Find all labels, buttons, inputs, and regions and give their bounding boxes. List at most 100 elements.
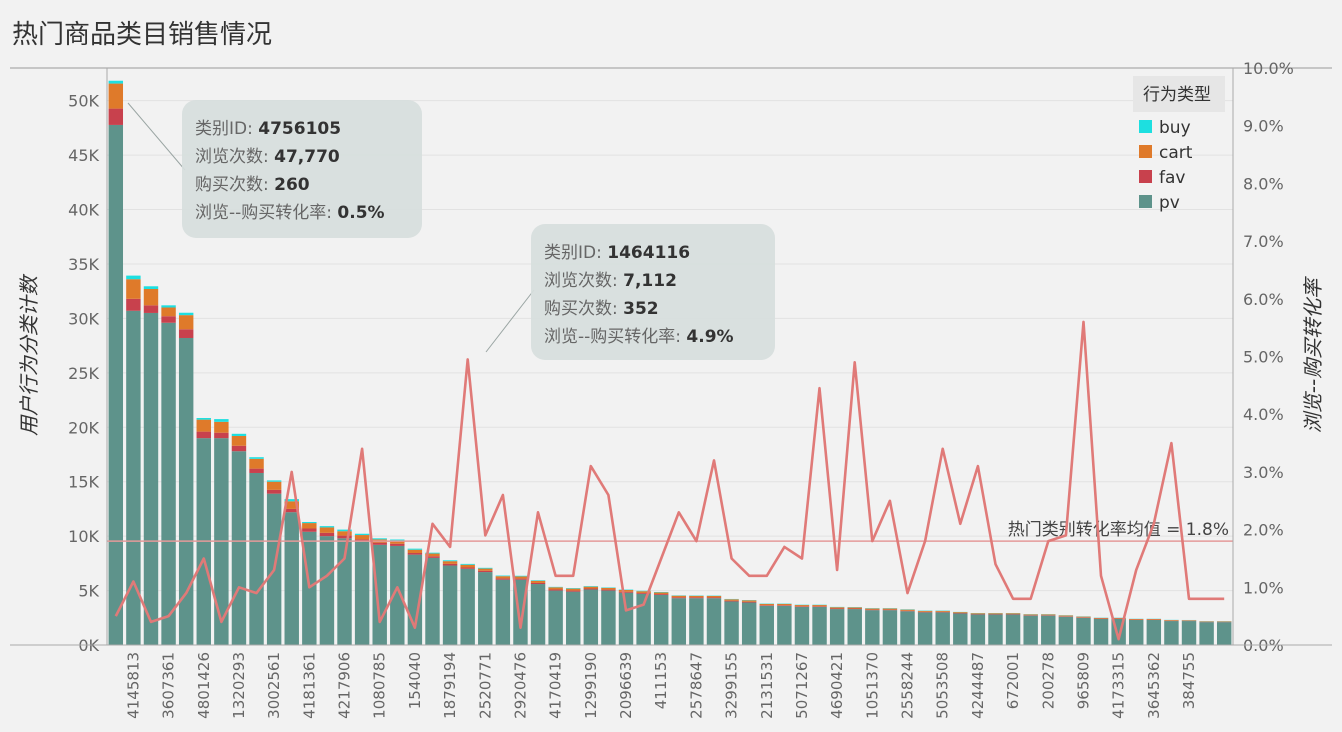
bar-segment-pv[interactable] <box>935 612 950 645</box>
bar-segment-buy[interactable] <box>266 480 282 482</box>
bar-segment-pv[interactable] <box>390 545 405 645</box>
bar-segment-pv[interactable] <box>724 601 739 645</box>
bar-segment-cart[interactable] <box>1181 620 1197 621</box>
bar-segment-pv[interactable] <box>161 322 176 645</box>
bar-segment-pv[interactable] <box>108 124 124 645</box>
bar-segment-cart[interactable] <box>425 553 440 557</box>
bar-segment-fav[interactable] <box>671 597 687 599</box>
bar-segment-fav[interactable] <box>460 567 475 569</box>
bar-segment-pv[interactable] <box>812 606 827 645</box>
bar-segment-pv[interactable] <box>1181 621 1197 645</box>
bar-segment-fav[interactable] <box>442 563 458 566</box>
bar-segment-buy[interactable] <box>126 275 141 280</box>
bar-segment-buy[interactable] <box>143 286 159 289</box>
bar-segment-fav[interactable] <box>108 108 124 125</box>
bar-segment-cart[interactable] <box>495 576 511 579</box>
bar-segment-cart[interactable] <box>1146 618 1162 620</box>
legend-label-fav[interactable]: fav <box>1159 168 1185 188</box>
legend[interactable]: 行为类型 buy cart fav pv <box>1133 76 1225 213</box>
bar-segment-cart[interactable] <box>249 458 264 469</box>
bar-segment-pv[interactable] <box>249 472 264 645</box>
bar-segment-pv[interactable] <box>689 598 704 645</box>
bar-segment-pv[interactable] <box>865 610 880 645</box>
bar-segment-buy[interactable] <box>425 552 440 554</box>
bar-segment-fav[interactable] <box>478 570 493 573</box>
bar-segment-pv[interactable] <box>1058 616 1074 645</box>
bar-segment-fav[interactable] <box>284 508 299 513</box>
bar-segment-fav[interactable] <box>390 543 405 546</box>
bar-segment-buy[interactable] <box>302 521 317 524</box>
bar-segment-cart[interactable] <box>266 481 282 490</box>
bar-segment-fav[interactable] <box>196 431 211 439</box>
bar-segment-fav[interactable] <box>372 542 387 545</box>
bar-segment-fav[interactable] <box>266 489 282 494</box>
bar-segment-pv[interactable] <box>847 609 862 645</box>
bar-segment-pv[interactable] <box>759 605 774 645</box>
bar-segment-pv[interactable] <box>372 544 387 645</box>
bar-segment-cart[interactable] <box>953 612 968 613</box>
bar-segment-cart[interactable] <box>970 613 986 615</box>
bar-segment-buy[interactable] <box>284 499 299 502</box>
bar-segment-fav[interactable] <box>126 298 141 311</box>
bar-segment-cart[interactable] <box>231 435 247 446</box>
bar-segment-fav[interactable] <box>794 606 810 607</box>
bar-segment-cart[interactable] <box>337 531 352 536</box>
bar-segment-cart[interactable] <box>653 592 669 595</box>
bar-segment-cart[interactable] <box>302 523 317 529</box>
bar-segment-cart[interactable] <box>1076 616 1091 618</box>
bar-segment-pv[interactable] <box>1216 622 1232 645</box>
bar-segment-pv[interactable] <box>460 568 475 645</box>
bar-segment-pv[interactable] <box>601 590 616 645</box>
bar-segment-cart[interactable] <box>741 600 757 602</box>
bar-segment-buy[interactable] <box>319 526 335 528</box>
bar-segment-pv[interactable] <box>583 589 599 645</box>
bar-segment-buy[interactable] <box>178 312 194 316</box>
bar-segment-pv[interactable] <box>425 557 440 645</box>
bar-segment-cart[interactable] <box>1093 617 1109 619</box>
bar-segment-cart[interactable] <box>442 561 458 564</box>
legend-swatch-cart[interactable] <box>1139 145 1152 158</box>
legend-swatch-pv[interactable] <box>1139 195 1152 208</box>
bar-segment-cart[interactable] <box>882 608 898 610</box>
bar-segment-buy[interactable] <box>196 418 211 420</box>
bar-segment-fav[interactable] <box>495 578 511 580</box>
bar-segment-buy[interactable] <box>407 548 423 550</box>
bar-segment-cart[interactable] <box>161 307 176 317</box>
bar-segment-fav[interactable] <box>231 445 247 452</box>
bar-segment-cart[interactable] <box>1129 618 1144 620</box>
bar-segment-cart[interactable] <box>1164 620 1179 621</box>
bar-segment-cart[interactable] <box>759 603 774 606</box>
bar-segment-cart[interactable] <box>1023 614 1038 616</box>
bar-segment-cart[interactable] <box>548 587 563 590</box>
bar-segment-cart[interactable] <box>988 613 1003 615</box>
bar-segment-pv[interactable] <box>530 584 546 645</box>
bar-segment-cart[interactable] <box>812 605 827 607</box>
bar-segment-cart[interactable] <box>1041 614 1056 616</box>
legend-label-cart[interactable]: cart <box>1159 143 1193 163</box>
bar-segment-pv[interactable] <box>548 590 563 645</box>
bar-segment-cart[interactable] <box>284 501 299 509</box>
bar-segment-fav[interactable] <box>319 532 335 537</box>
bar-segment-cart[interactable] <box>460 564 475 568</box>
bar-segment-cart[interactable] <box>1058 615 1074 617</box>
bar-segment-buy[interactable] <box>372 538 387 540</box>
bar-segment-cart[interactable] <box>917 610 933 612</box>
bar-segment-cart[interactable] <box>1111 617 1126 619</box>
bar-segment-buy[interactable] <box>478 567 493 569</box>
bar-segment-pv[interactable] <box>988 614 1003 645</box>
bar-segment-cart[interactable] <box>865 608 880 610</box>
bar-segment-pv[interactable] <box>618 592 634 645</box>
bar-segment-cart[interactable] <box>706 595 722 598</box>
bar-segment-fav[interactable] <box>829 608 845 610</box>
bar-segment-pv[interactable] <box>337 538 352 645</box>
bar-segment-pv[interactable] <box>178 337 194 645</box>
bar-segment-cart[interactable] <box>900 609 915 611</box>
bar-segment-fav[interactable] <box>759 605 774 606</box>
bar-segment-pv[interactable] <box>741 602 757 645</box>
bar-segment-cart[interactable] <box>530 580 546 583</box>
bar-segment-pv[interactable] <box>1023 615 1038 645</box>
bar-segment-fav[interactable] <box>161 316 176 323</box>
bar-segment-buy[interactable] <box>460 563 475 565</box>
bar-segment-cart[interactable] <box>601 587 616 590</box>
bar-segment-pv[interactable] <box>1199 622 1214 645</box>
